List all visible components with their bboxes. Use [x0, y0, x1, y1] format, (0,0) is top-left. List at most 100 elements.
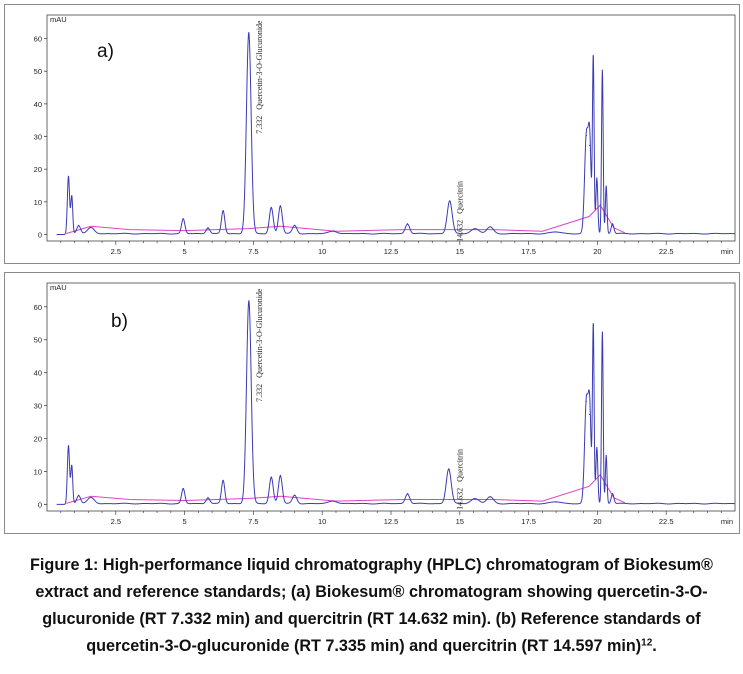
peak-annotation: 14.632 Quercitrin — [456, 181, 465, 242]
peak-apex — [78, 494, 80, 496]
x-tick-label: 5 — [183, 247, 187, 256]
peak-apex — [596, 446, 598, 449]
peak-apex — [449, 200, 451, 202]
peak-apex — [294, 494, 296, 496]
panel-label: a) — [97, 41, 114, 62]
peak-apex — [332, 500, 334, 502]
x-tick-label: 12.5 — [384, 247, 399, 256]
y-axis-unit: mAU — [50, 15, 67, 24]
peak-apex — [448, 468, 450, 470]
peak-apex — [248, 32, 250, 34]
x-tick-label: 5 — [183, 517, 187, 526]
x-axis-unit: min — [721, 247, 733, 256]
peak-apex — [555, 501, 557, 503]
peak-apex — [585, 134, 587, 137]
peak-apex — [592, 56, 594, 58]
peak-apex — [279, 474, 281, 477]
y-tick-label: 20 — [34, 435, 42, 444]
peak-rt-label: 7.332 — [255, 116, 264, 134]
caption-end: . — [652, 637, 657, 655]
chromatogram-a-plot: 0 10 20 30 40 50 60 mAU 2.5 5 7.5 10 12.5 15 17.5 20 22.… — [34, 14, 736, 256]
integration-baseline — [66, 473, 626, 504]
chromatogram-trace — [56, 300, 736, 505]
chromatogram-panel-a: 0 10 20 30 40 50 60 mAU 2.5 5 7.5 10 12.5 15 17.5 20 22.… — [4, 4, 740, 264]
peak-apex — [474, 497, 476, 500]
x-tick-label: 2.5 — [111, 247, 121, 256]
peak-apex — [270, 206, 272, 208]
chromatogram-trace — [56, 32, 736, 235]
x-tick-label: 12.5 — [384, 517, 399, 526]
peak-apex — [248, 300, 250, 302]
peak-apex — [71, 195, 73, 197]
y-tick-label: 10 — [34, 467, 42, 476]
peak-annotation: 7.332 Quercetin-3-O-Glucuronide — [255, 20, 264, 134]
y-tick-label: 30 — [34, 133, 42, 142]
y-tick-label: 60 — [34, 35, 42, 44]
peak-apex — [182, 218, 184, 220]
x-tick-label: 22.5 — [659, 517, 674, 526]
peak-rt-label: 14.632 — [456, 220, 465, 242]
x-tick-label: 22.5 — [659, 247, 674, 256]
peak-apex — [78, 224, 80, 226]
x-tick-label: 20 — [593, 517, 601, 526]
peak-annotation: 14.632 Quercitrin — [456, 449, 465, 510]
x-tick-label: 20 — [593, 247, 601, 256]
x-tick-label: 10 — [318, 517, 326, 526]
peak-apex — [474, 227, 476, 230]
peak-apex — [67, 175, 70, 177]
y-tick-label: 50 — [34, 67, 42, 76]
peak-rt-label: 7.332 — [255, 384, 264, 402]
peak-annotation: 7.332 Quercetin-3-O-Glucuronide — [255, 288, 264, 402]
peak-compound-label: Quercitrin — [456, 449, 465, 482]
peak-apex — [182, 488, 184, 490]
peak-apex — [589, 144, 591, 146]
peak-apex — [207, 227, 209, 229]
peak-apex — [555, 231, 557, 233]
y-tick-label: 50 — [34, 336, 42, 345]
peak-apex — [90, 227, 92, 229]
caption-body: High-performance liquid chromatography (… — [35, 556, 713, 655]
integration-baseline — [66, 204, 626, 234]
peak-apex — [611, 223, 614, 225]
peak-apex — [406, 492, 409, 495]
y-tick-label: 20 — [34, 165, 42, 174]
peak-apex — [601, 69, 603, 71]
y-tick-label: 0 — [38, 500, 42, 509]
y-tick-label: 0 — [38, 230, 42, 239]
panel-label: b) — [111, 311, 128, 332]
peak-apex — [589, 413, 591, 416]
peak-apex — [605, 185, 607, 187]
peak-apex — [489, 226, 491, 228]
peak-compound-label: Quercetin-3-O-Glucuronide — [255, 288, 264, 378]
peak-rt-label: 14.632 — [456, 488, 465, 510]
peak-apex — [270, 476, 272, 478]
x-tick-label: 15 — [456, 247, 464, 256]
peak-compound-label: Quercetin-3-O-Glucuronide — [255, 20, 264, 110]
peak-apex — [222, 479, 224, 481]
peak-apex — [406, 223, 409, 225]
x-tick-label: 7.5 — [248, 247, 258, 256]
peak-apex — [596, 177, 598, 179]
caption-reference: 12 — [641, 637, 653, 649]
y-tick-label: 30 — [34, 402, 42, 411]
x-tick-label: 10 — [318, 247, 326, 256]
x-tick-label: 7.5 — [248, 517, 258, 526]
peak-apex — [489, 496, 491, 498]
plot-frame — [46, 14, 736, 242]
peak-apex — [585, 400, 587, 402]
peak-apex — [611, 492, 614, 495]
y-tick-label: 40 — [34, 100, 42, 109]
peak-apex — [90, 496, 92, 499]
plot-frame — [46, 282, 736, 512]
peak-apex — [592, 324, 594, 327]
peak-apex — [71, 464, 73, 467]
y-axis-unit: mAU — [50, 283, 67, 292]
figure-caption: Figure 1: High-performance liquid chroma… — [10, 552, 733, 660]
peak-compound-label: Quercitrin — [456, 181, 465, 214]
x-tick-label: 2.5 — [111, 517, 121, 526]
x-tick-label: 17.5 — [521, 247, 536, 256]
peak-apex — [605, 455, 607, 457]
peak-apex — [207, 496, 209, 499]
y-tick-label: 10 — [34, 198, 42, 207]
peak-apex — [601, 331, 603, 333]
